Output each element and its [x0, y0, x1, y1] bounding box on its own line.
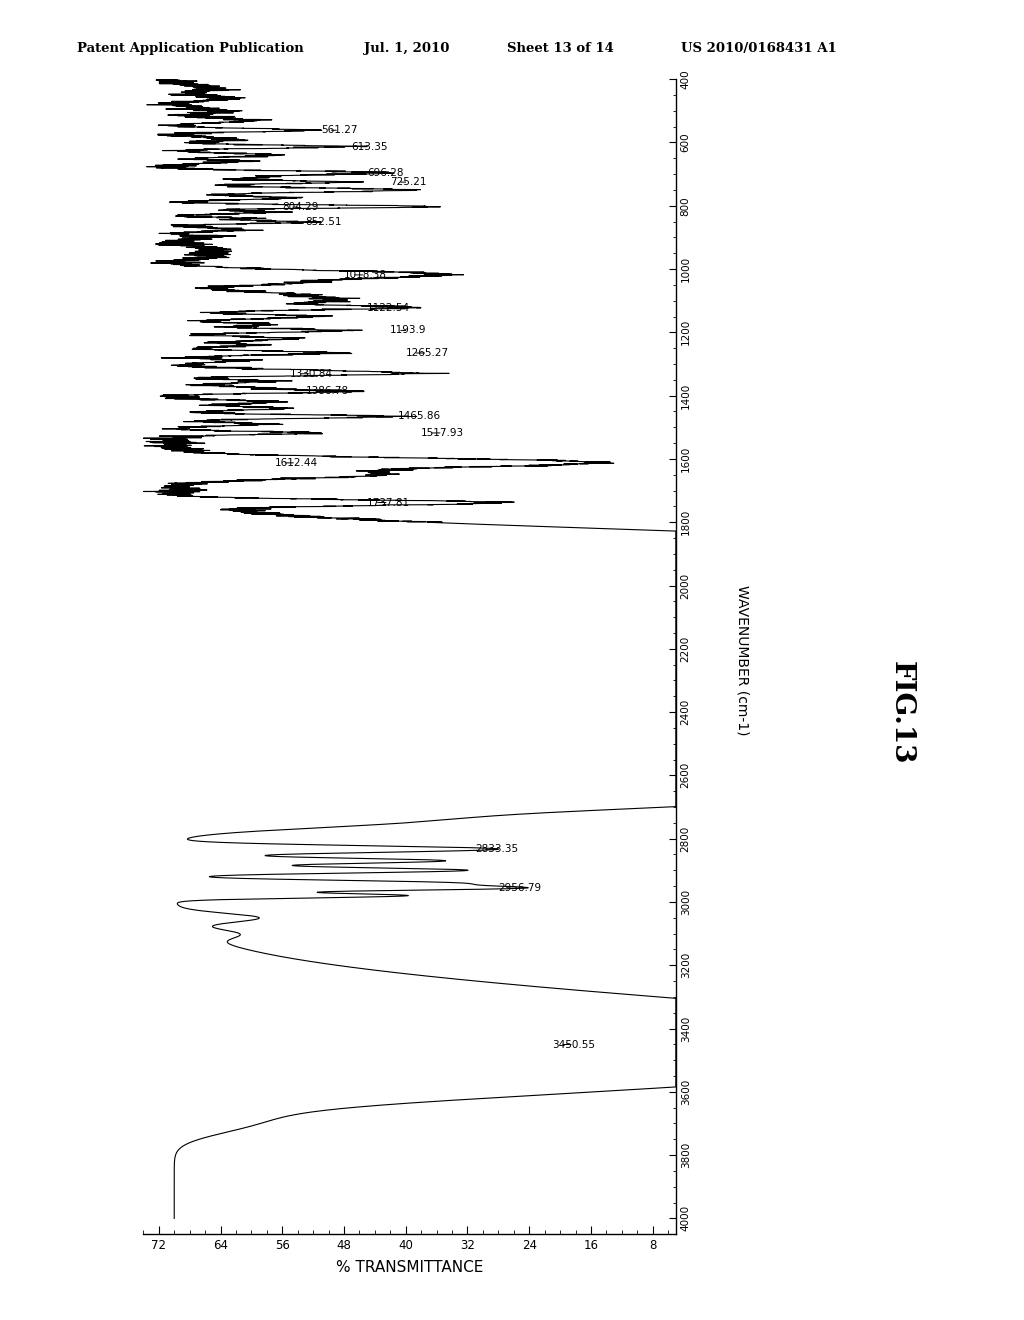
Text: 1122.54: 1122.54	[368, 302, 411, 313]
Text: 1330.84: 1330.84	[290, 368, 333, 379]
Text: 561.27: 561.27	[321, 125, 357, 135]
Text: 613.35: 613.35	[351, 141, 388, 152]
Text: 725.21: 725.21	[390, 177, 427, 187]
Text: 1386.78: 1386.78	[305, 387, 348, 396]
Text: 1465.86: 1465.86	[398, 412, 441, 421]
Text: 1517.93: 1517.93	[421, 428, 464, 438]
Text: 804.29: 804.29	[283, 202, 318, 213]
Text: 2956.79: 2956.79	[499, 883, 542, 894]
Text: 1737.81: 1737.81	[368, 498, 411, 507]
Text: US 2010/0168431 A1: US 2010/0168431 A1	[681, 42, 837, 55]
Text: 852.51: 852.51	[305, 218, 342, 227]
Text: 2833.35: 2833.35	[475, 845, 518, 854]
Text: Jul. 1, 2010: Jul. 1, 2010	[364, 42, 449, 55]
Text: 696.28: 696.28	[368, 168, 403, 178]
Text: 3450.55: 3450.55	[552, 1040, 595, 1049]
Text: FIG.13: FIG.13	[888, 661, 914, 764]
Text: WAVENUMBER (cm-1): WAVENUMBER (cm-1)	[735, 585, 750, 735]
Text: 1193.9: 1193.9	[390, 326, 427, 335]
Text: Sheet 13 of 14: Sheet 13 of 14	[507, 42, 613, 55]
X-axis label: % TRANSMITTANCE: % TRANSMITTANCE	[336, 1261, 483, 1275]
Text: 1265.27: 1265.27	[406, 348, 449, 358]
Text: 1018.38: 1018.38	[344, 269, 387, 280]
Text: 1612.44: 1612.44	[274, 458, 317, 467]
Text: Patent Application Publication: Patent Application Publication	[77, 42, 303, 55]
